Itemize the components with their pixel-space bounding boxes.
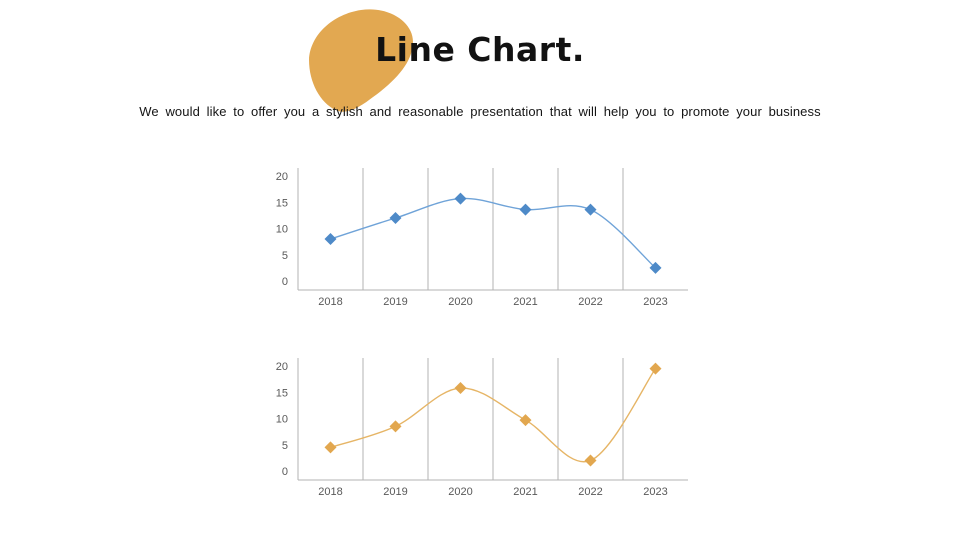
x-tick-label: 2018 bbox=[318, 296, 342, 308]
line-chart-blue: 0 5 10 15 20 2018 2019 2020 2021 2022 2023 bbox=[248, 162, 698, 312]
y-tick-label: 5 bbox=[282, 440, 288, 452]
y-tick-label: 10 bbox=[276, 224, 288, 236]
y-tick-label: 20 bbox=[276, 171, 288, 183]
diamond-marker bbox=[649, 261, 662, 274]
y-tick-label: 0 bbox=[282, 276, 288, 288]
diamond-marker bbox=[519, 414, 532, 427]
y-tick-label: 15 bbox=[276, 197, 288, 209]
y-tick-label: 10 bbox=[276, 414, 288, 426]
diamond-marker bbox=[584, 203, 597, 216]
blue-line-chart-svg: 0 5 10 15 20 2018 2019 2020 2021 2022 2023 bbox=[276, 168, 688, 308]
diamond-marker bbox=[519, 203, 532, 216]
x-tick-label: 2020 bbox=[448, 486, 472, 498]
diamond-marker bbox=[454, 382, 467, 395]
diamond-marker bbox=[324, 233, 337, 245]
y-tick-label: 5 bbox=[282, 250, 288, 262]
line-chart-gold: 0 5 10 15 20 2018 2019 2020 2021 2022 2023 bbox=[248, 352, 698, 502]
y-tick-label: 15 bbox=[276, 387, 288, 399]
decorative-blob bbox=[309, 9, 413, 112]
series-line bbox=[330, 197, 656, 269]
x-tick-label: 2020 bbox=[448, 296, 472, 308]
diamond-marker bbox=[389, 212, 402, 224]
diamond-marker bbox=[649, 362, 662, 375]
x-tick-label: 2019 bbox=[383, 486, 407, 498]
x-tick-label: 2019 bbox=[383, 296, 407, 308]
diamond-marker bbox=[389, 420, 402, 433]
blob-shape bbox=[309, 9, 413, 112]
slide-title: Line Chart. bbox=[375, 30, 585, 69]
x-tick-label: 2023 bbox=[643, 296, 667, 308]
diamond-marker bbox=[324, 441, 337, 454]
slide-subtitle: We would like to offer you a stylish and… bbox=[139, 104, 821, 119]
x-tick-label: 2022 bbox=[578, 486, 602, 498]
x-tick-label: 2021 bbox=[513, 296, 537, 308]
diamond-marker bbox=[454, 192, 467, 205]
diamond-marker bbox=[584, 454, 597, 467]
y-tick-label: 0 bbox=[282, 466, 288, 478]
x-tick-label: 2023 bbox=[643, 486, 667, 498]
x-tick-label: 2021 bbox=[513, 486, 537, 498]
x-tick-label: 2018 bbox=[318, 486, 342, 498]
gold-line-chart-svg: 0 5 10 15 20 2018 2019 2020 2021 2022 2023 bbox=[276, 358, 688, 498]
y-tick-label: 20 bbox=[276, 361, 288, 373]
x-tick-label: 2022 bbox=[578, 296, 602, 308]
